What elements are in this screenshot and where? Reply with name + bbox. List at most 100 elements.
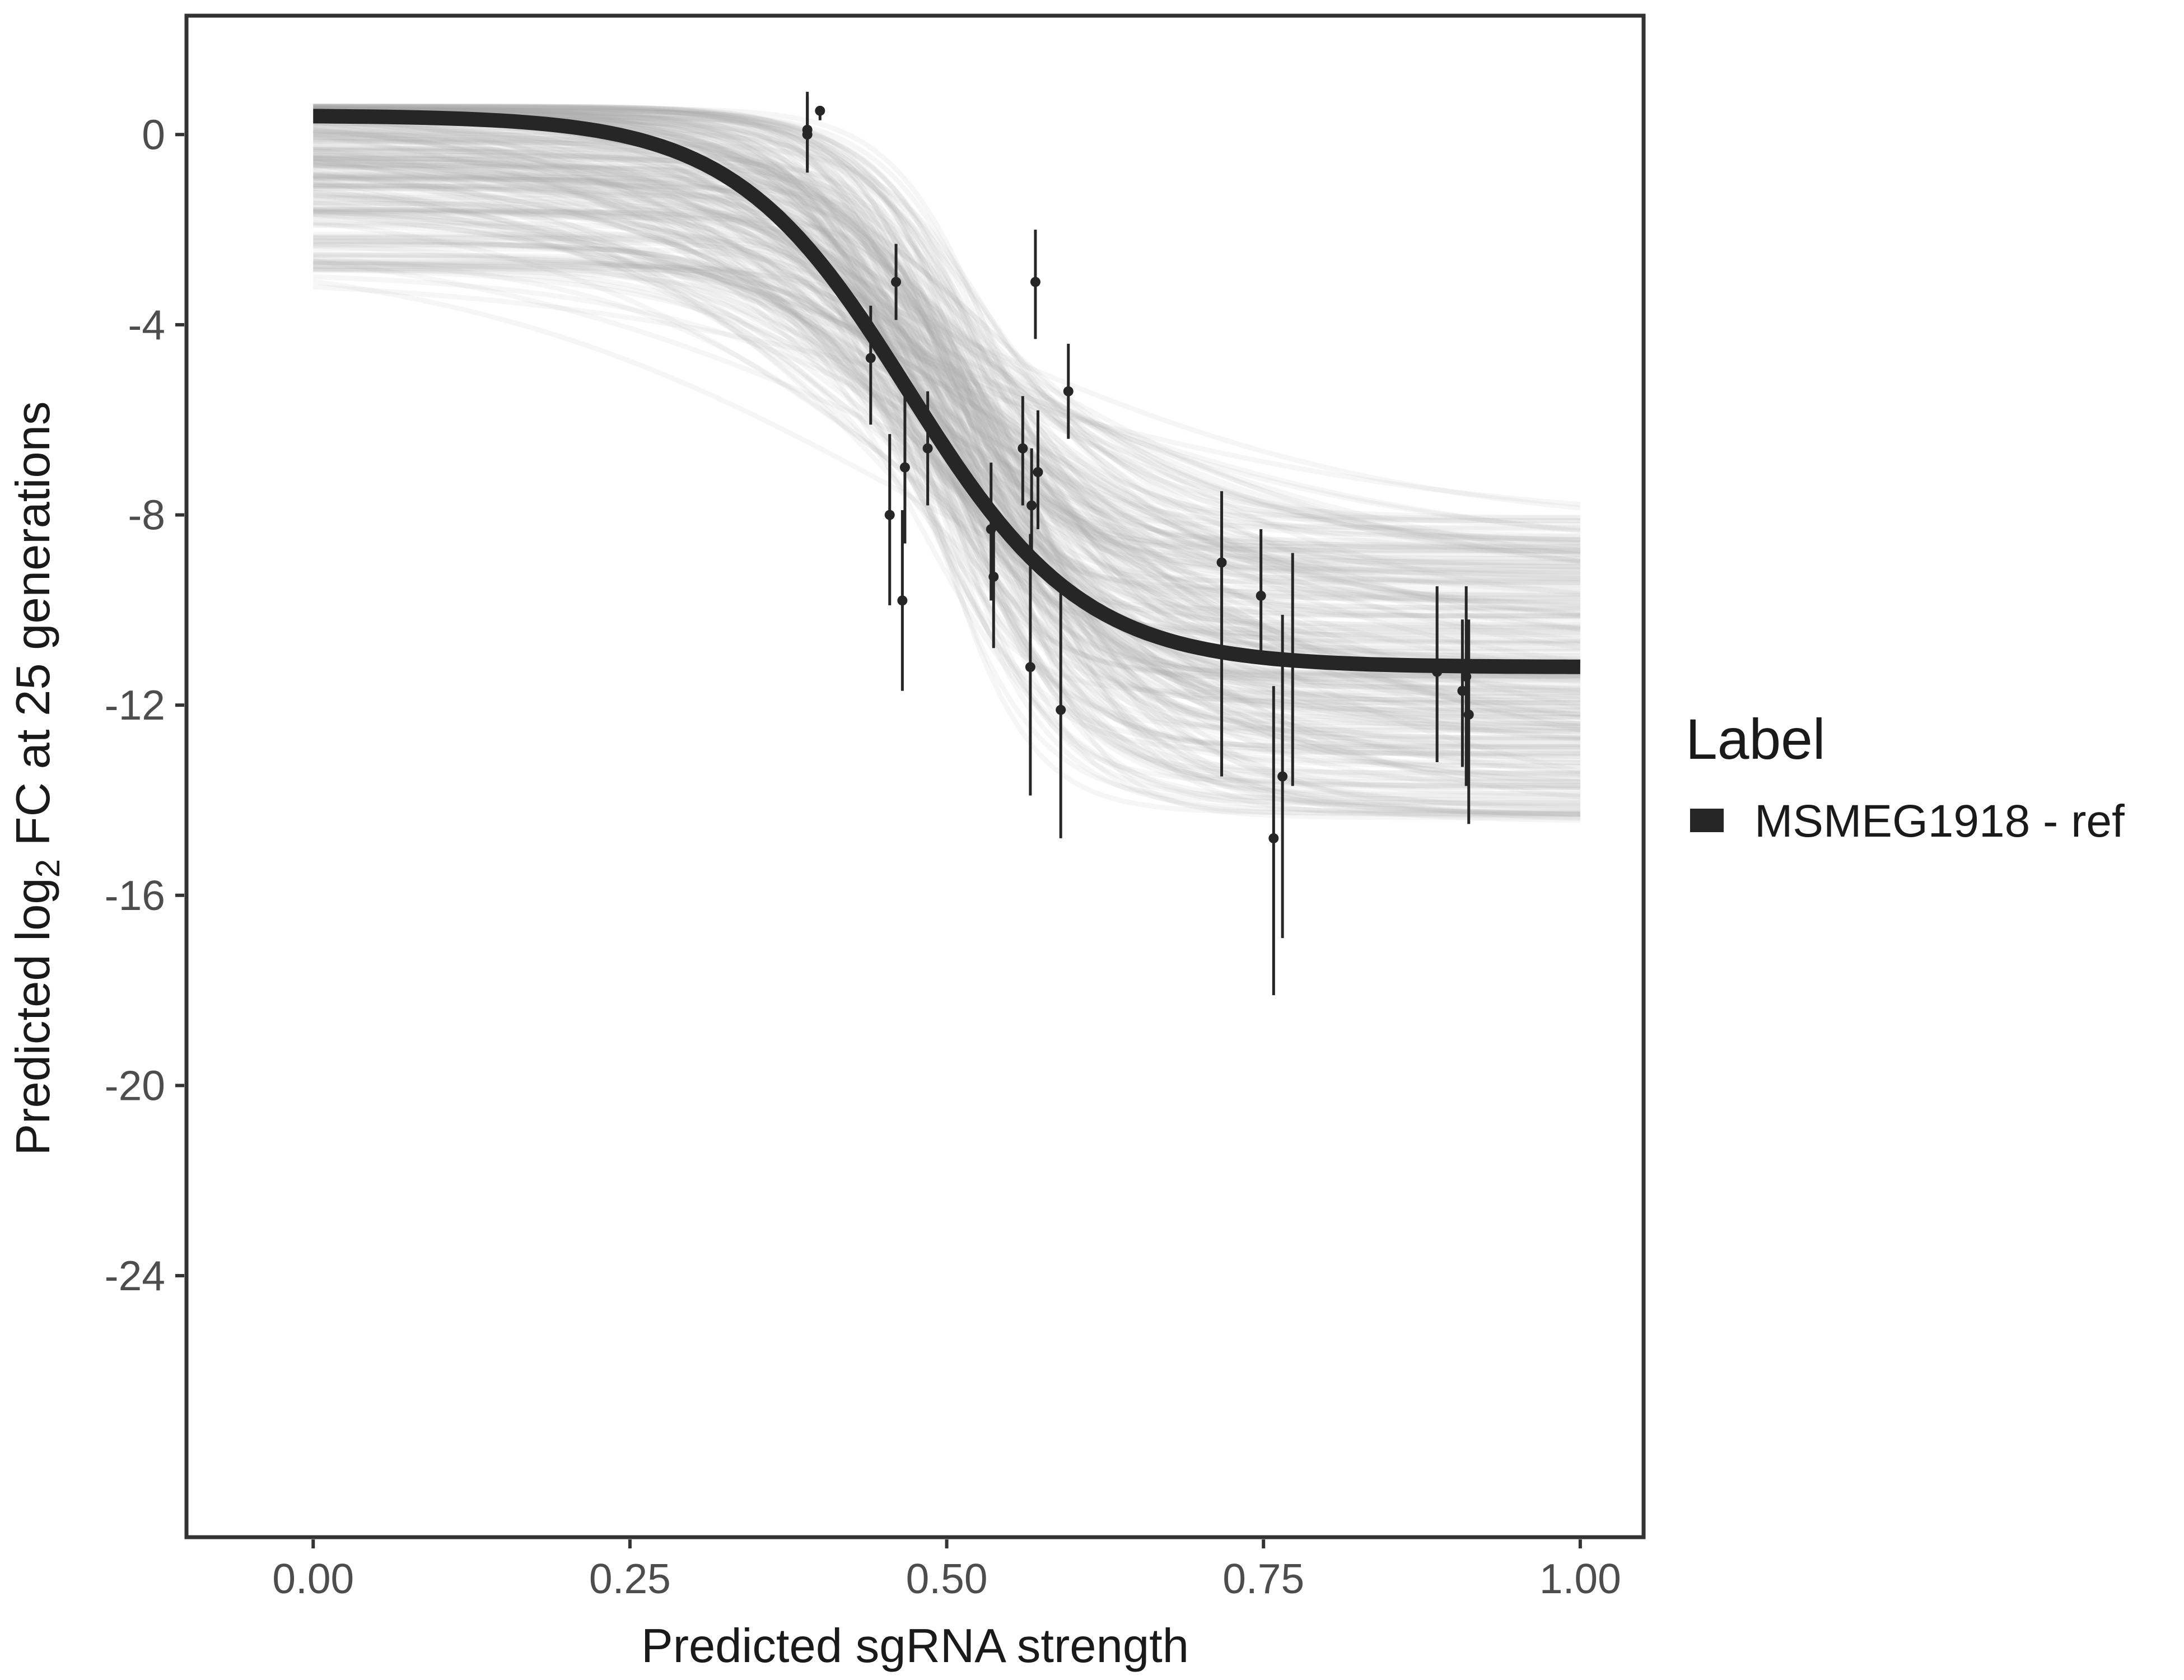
posterior-draw-line xyxy=(313,241,1580,638)
posterior-draw-line xyxy=(313,105,1580,778)
x-tick-label: 0.25 xyxy=(589,1555,671,1602)
data-point xyxy=(1287,657,1298,668)
posterior-draw-line xyxy=(312,169,1581,776)
posterior-draw-line xyxy=(313,171,1580,732)
posterior-draw-line xyxy=(312,178,1581,709)
posterior-draw-line xyxy=(313,151,1581,618)
posterior-draw-line xyxy=(313,163,1580,646)
posterior-draw-line xyxy=(313,107,1580,734)
legend-label: MSMEG1918 - ref xyxy=(1754,796,2125,847)
posterior-draw-line xyxy=(312,159,1581,721)
posterior-draw-line xyxy=(313,119,1581,735)
posterior-draw-line xyxy=(313,109,1580,720)
y-axis: 0 -4 -8 -12 -16 -20 -24 xyxy=(105,111,184,1299)
posterior-draw-line xyxy=(313,132,1580,809)
posterior-draw-line xyxy=(313,177,1580,750)
posterior-draw-line xyxy=(313,109,1580,584)
posterior-draw-line xyxy=(313,214,1580,654)
data-points xyxy=(802,91,1474,996)
posterior-draw-line xyxy=(313,129,1580,749)
posterior-draw-line xyxy=(313,200,1580,817)
posterior-draw-line xyxy=(313,186,1580,520)
posterior-draw-line xyxy=(312,172,1581,632)
posterior-draw-line xyxy=(313,184,1580,757)
posterior-draw-line xyxy=(313,174,1580,549)
posterior-draw-line xyxy=(313,159,1580,769)
posterior-draw-line xyxy=(312,133,1581,664)
data-point xyxy=(922,443,933,454)
posterior-draw-line xyxy=(313,106,1580,576)
posterior-draw-line xyxy=(313,189,1581,608)
posterior-draw-line xyxy=(313,244,1581,594)
fit-curve xyxy=(313,109,1580,674)
posterior-draw-line xyxy=(313,105,1580,659)
posterior-draw-line xyxy=(313,104,1580,554)
data-point xyxy=(1026,500,1037,511)
posterior-draw-line xyxy=(313,200,1580,606)
data-point xyxy=(899,462,910,473)
posterior-draw-line xyxy=(313,104,1580,702)
posterior-draw-line xyxy=(313,132,1580,555)
posterior-draw-line xyxy=(313,180,1580,564)
y-axis-title-suffix: FC at 25 generations xyxy=(7,402,60,859)
posterior-draw-line xyxy=(313,207,1580,699)
posterior-draw-line xyxy=(313,172,1580,542)
posterior-draw-line xyxy=(313,104,1580,586)
posterior-draw-line xyxy=(313,107,1580,549)
x-tick-label: 0.00 xyxy=(272,1555,354,1602)
x-axis: 0.00 0.25 0.50 0.75 1.00 xyxy=(272,1539,1621,1602)
posterior-draw-line xyxy=(313,266,1580,706)
posterior-draw-line xyxy=(313,267,1580,816)
posterior-draw-line xyxy=(313,186,1580,679)
posterior-draw-line xyxy=(313,119,1581,546)
y-tick-label: -12 xyxy=(105,682,165,729)
posterior-draw-line xyxy=(312,158,1581,564)
posterior-draw-line xyxy=(313,106,1580,729)
posterior-draw-line xyxy=(313,104,1580,591)
posterior-draw-line xyxy=(313,130,1580,599)
posterior-draw-line xyxy=(313,182,1581,781)
posterior-draw-line xyxy=(313,259,1580,788)
posterior-draw-line xyxy=(313,194,1580,740)
posterior-draw-line xyxy=(313,163,1580,679)
posterior-draw-line xyxy=(313,139,1580,532)
posterior-draw-line xyxy=(313,174,1580,550)
posterior-draw-line xyxy=(313,215,1581,766)
posterior-draw-line xyxy=(313,156,1580,553)
posterior-draw-line xyxy=(313,237,1580,726)
posterior-draw-line xyxy=(313,254,1580,759)
posterior-draw-line xyxy=(313,196,1580,558)
posterior-draw-line xyxy=(313,157,1580,730)
posterior-draw-line xyxy=(313,155,1581,553)
data-point xyxy=(1216,557,1227,568)
posterior-draw-line xyxy=(313,107,1580,620)
y-tick-label: -24 xyxy=(105,1252,165,1299)
posterior-draw-line xyxy=(313,266,1580,582)
posterior-draw-line xyxy=(313,184,1580,571)
posterior-draw-line xyxy=(312,123,1581,774)
posterior-draw-line xyxy=(313,235,1580,598)
posterior-draw-line xyxy=(312,147,1581,727)
posterior-draw-line xyxy=(313,109,1580,645)
posterior-draw-line xyxy=(313,158,1580,697)
posterior-draw-line xyxy=(313,103,1580,566)
posterior-draw-line xyxy=(313,162,1581,800)
posterior-draw-line xyxy=(313,146,1581,609)
posterior-draw-line xyxy=(313,262,1580,631)
fit-curve-layer xyxy=(313,109,1580,674)
data-point xyxy=(1018,443,1028,454)
posterior-draw-line xyxy=(313,103,1580,813)
posterior-draw-line xyxy=(313,108,1580,804)
data-point xyxy=(1432,666,1443,677)
posterior-draw-line xyxy=(313,148,1581,557)
posterior-draw-line xyxy=(313,252,1580,589)
posterior-draw-line xyxy=(313,158,1580,577)
posterior-draw-line xyxy=(313,182,1580,766)
posterior-draw-line xyxy=(313,111,1580,600)
posterior-draw-line xyxy=(313,239,1580,801)
data-point xyxy=(815,105,825,116)
posterior-draw-line xyxy=(313,104,1580,553)
posterior-draw-line xyxy=(313,134,1581,666)
legend-key xyxy=(1690,809,1724,832)
